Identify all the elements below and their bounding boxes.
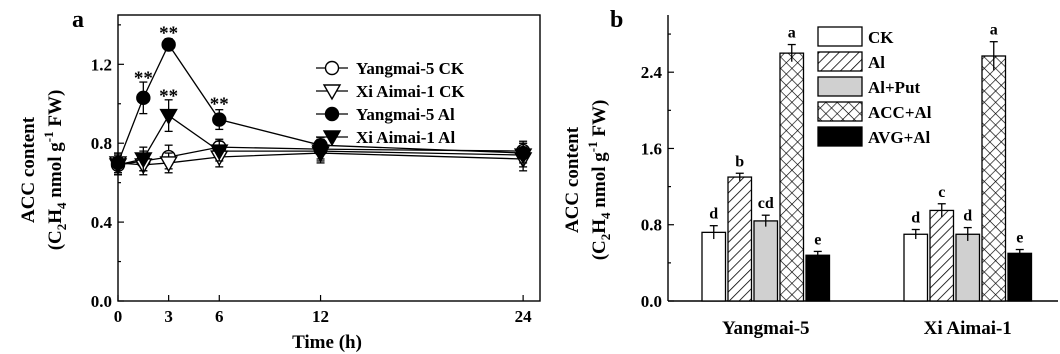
y-tick-label-a: 0.8 [91,134,112,153]
legend-label-b: Al [868,53,885,72]
significance-letter-b: d [911,210,920,227]
legend-label-b: AVG+Al [868,128,931,147]
bar-b [728,177,752,301]
bar-b [982,56,1006,301]
significance-letter-b: c [938,184,945,201]
legend-label-a: Xi Aimai-1 Al [356,128,455,147]
data-point-a [137,91,150,104]
bar-b [1008,253,1032,301]
bar-b [904,234,928,301]
legend-a: Yangmai-5 CK Xi Aimai-1 CK Yangmai-5 Al Xi … [316,59,465,147]
bar-b [806,255,830,301]
significance-letter-b: e [814,231,821,248]
legend-label-a: Xi Aimai-1 CK [356,82,465,101]
data-point-a [213,113,226,126]
panel-label-b: b [610,7,623,33]
y-tick-label-a: 0.0 [91,292,112,311]
bar-b [754,221,778,301]
significance-letter-b: a [990,22,998,39]
legend-marker-a [326,62,339,75]
panel-a: a ACC content (C2H4 nmol g-1 FW) Time (h… [18,7,540,353]
legend-marker-a [324,85,340,99]
legend-label-a: Yangmai-5 CK [356,59,465,78]
legend-label-b: ACC+Al [868,103,932,122]
legend-swatch-b [818,52,862,71]
bar-b [956,234,980,301]
x-tick-label-a: 3 [164,307,173,326]
significance-letter-b: d [963,208,972,225]
category-label-b: Yangmai-5 [722,318,810,339]
y-axis-unit-b: (C2H4 nmol g-1 FW) [585,100,613,261]
significance-letter-b: b [735,153,744,170]
significance-label-a: ** [159,23,178,44]
significance-label-a: ** [134,68,153,89]
y-tick-label-b: 0.0 [641,292,662,311]
significance-letter-b: d [709,206,718,223]
y-tick-label-b: 1.6 [641,139,662,158]
x-tick-label-a: 6 [215,307,224,326]
legend-label-a: Yangmai-5 Al [356,105,455,124]
x-tick-label-a: 0 [114,307,123,326]
y-tick-label-b: 0.8 [641,216,662,235]
legend-swatch-b [818,127,862,146]
significance-label-a: ** [210,94,229,115]
legend-b: CK Al Al+Put ACC+Al AVG+Al [818,27,932,147]
significance-label-a: ** [159,86,178,107]
bar-b [780,53,804,301]
y-tick-label-a: 1.2 [91,55,112,74]
legend-label-b: CK [868,28,894,47]
y-axis-label-b: ACC content [562,126,583,233]
panel-b: b ACC content (C2H4 nmol g-1 FW) 0.0 0.8 1… [562,7,1058,339]
significance-letter-b: cd [758,195,774,212]
legend-marker-a [326,108,339,121]
y-tick-label-a: 0.4 [91,213,113,232]
plot-area-a: 0 3 6 12 24 0.0 0.4 0.8 1.2 ** ** ** ** [91,15,540,326]
legend-swatch-b [818,27,862,46]
x-tick-label-a: 12 [312,307,329,326]
significance-letter-b: a [788,25,796,42]
panel-label-a: a [72,7,84,33]
legend-label-b: Al+Put [868,78,921,97]
y-axis-unit-a: (C2H4 nmol g-1 FW) [41,90,69,251]
bar-b [702,232,726,301]
category-label-b: Xi Aimai-1 [924,318,1012,339]
y-axis-title-b: ACC content (C2H4 nmol g-1 FW) [562,100,613,261]
y-tick-label-b: 2.4 [641,63,663,82]
x-tick-label-a: 24 [515,307,533,326]
legend-swatch-b [818,102,862,121]
y-axis-label-a: ACC content [18,116,39,223]
x-axis-label-a: Time (h) [292,332,362,353]
y-axis-title-a: ACC content (C2H4 nmol g-1 FW) [18,90,69,251]
legend-swatch-b [818,77,862,96]
bar-b [930,210,954,301]
data-point-a [161,110,177,124]
significance-letter-b: e [1016,230,1023,247]
